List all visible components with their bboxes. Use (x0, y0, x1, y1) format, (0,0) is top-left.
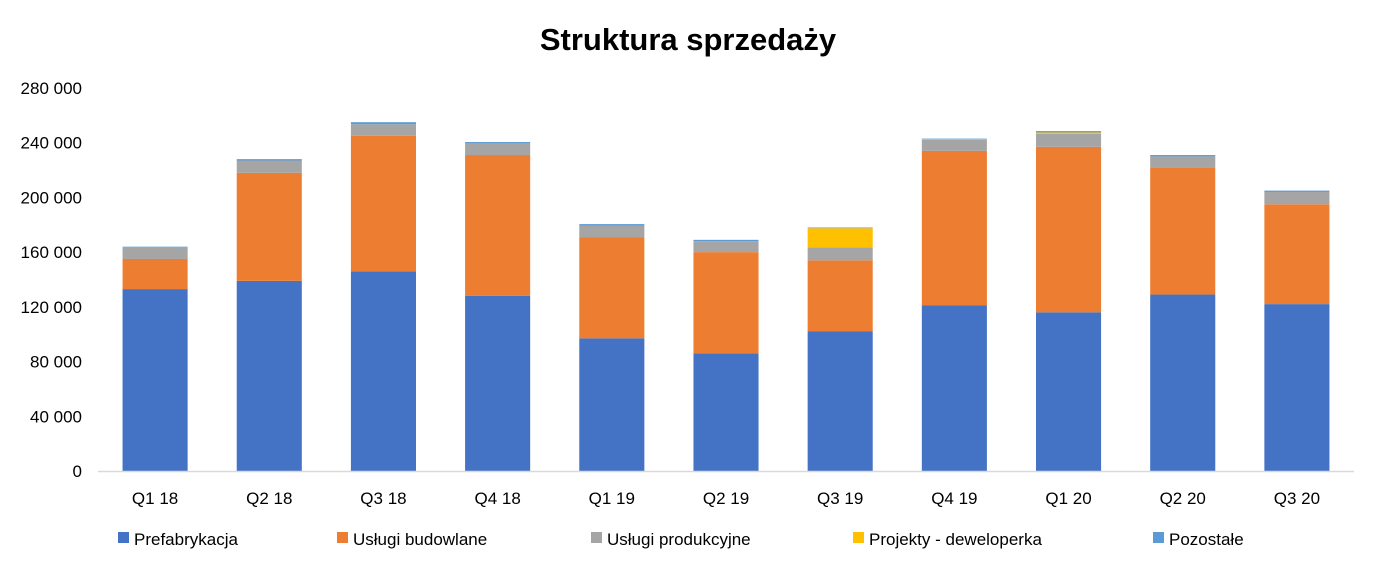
x-tick-label: Q2 18 (246, 489, 292, 508)
bar-segment (693, 241, 759, 253)
y-tick-label: 40 000 (30, 407, 82, 426)
y-tick-label: 240 000 (21, 134, 82, 153)
bar-segment (807, 228, 873, 248)
x-axis-ticks: Q1 18 Q2 18 Q3 18 Q4 18 Q1 19 Q2 19 Q3 19 Q4 19… (132, 489, 1320, 508)
bar-segment (1036, 132, 1102, 134)
legend-label: Usługi budowlane (353, 530, 487, 549)
bar-segment (122, 246, 188, 248)
bar-segment (1150, 156, 1216, 168)
y-tick-label: 0 (73, 462, 82, 481)
bar-segment (465, 143, 531, 156)
chart-title: Struktura sprzedaży (540, 22, 837, 57)
y-tick-label: 80 000 (30, 353, 82, 372)
bar-segment (579, 237, 645, 339)
bar-segment (1264, 190, 1330, 192)
y-tick-label: 200 000 (21, 188, 82, 207)
x-tick-label: Q3 20 (1274, 489, 1320, 508)
bar-segment (122, 289, 188, 471)
x-tick-label: Q1 18 (132, 489, 178, 508)
bar-segment (1150, 294, 1216, 471)
bar-segment (350, 135, 416, 272)
bar-segment (921, 139, 987, 140)
bar-segment (579, 338, 645, 471)
x-tick-label: Q1 19 (589, 489, 635, 508)
bar-segment (921, 139, 987, 151)
bar-segment (1264, 191, 1330, 205)
bar-segment (350, 271, 416, 471)
legend: Prefabrykacja Usługi budowlane Usługi prod… (118, 530, 1244, 549)
bar-segment (807, 260, 873, 332)
x-tick-label: Q3 19 (817, 489, 863, 508)
bar-segment (1150, 167, 1216, 295)
bar-segment (579, 224, 645, 226)
bar-segment (236, 160, 302, 173)
legend-label: Prefabrykacja (134, 530, 238, 549)
bar-segment (350, 122, 416, 125)
bar-segment (807, 331, 873, 471)
bar-segment (1264, 304, 1330, 471)
bar-segment (693, 353, 759, 471)
bar-segment (921, 305, 987, 471)
y-axis-ticks: 0 40 000 80 000 120 000 160 000 200 000 240 00… (21, 79, 82, 481)
legend-swatch (1153, 532, 1164, 543)
legend-label: Usługi produkcyjne (607, 530, 751, 549)
y-tick-label: 120 000 (21, 298, 82, 317)
legend-label: Projekty - deweloperka (869, 530, 1042, 549)
legend-swatch (118, 532, 129, 543)
bar-segment (236, 172, 302, 281)
bar-segment (1264, 204, 1330, 305)
bar-segment (236, 159, 302, 161)
bar-segment (1036, 131, 1102, 133)
legend-swatch (853, 532, 864, 543)
x-tick-label: Q2 20 (1160, 489, 1206, 508)
bar-segment (693, 252, 759, 354)
bar-segment (579, 225, 645, 238)
bar-segment (921, 150, 987, 306)
bar-segment (236, 280, 302, 471)
bar-segment (921, 138, 987, 140)
x-tick-label: Q4 19 (931, 489, 977, 508)
x-tick-label: Q2 19 (703, 489, 749, 508)
bar-segment (122, 247, 188, 259)
bar-segment (1150, 155, 1216, 157)
bar-segment (350, 124, 416, 136)
bars-group (122, 122, 1330, 471)
bar-segment (465, 155, 531, 296)
bar-segment (693, 239, 759, 242)
legend-swatch (337, 532, 348, 543)
bar-segment (122, 258, 188, 290)
x-tick-label: Q4 18 (474, 489, 520, 508)
legend-swatch (591, 532, 602, 543)
y-tick-label: 280 000 (21, 79, 82, 98)
y-tick-label: 160 000 (21, 243, 82, 262)
x-tick-label: Q3 18 (360, 489, 406, 508)
bar-segment (1036, 133, 1102, 147)
bar-segment (1036, 312, 1102, 471)
bar-segment (465, 295, 531, 471)
bar-segment (465, 142, 531, 144)
bar-segment (807, 247, 873, 261)
legend-label: Pozostałe (1169, 530, 1244, 549)
bar-segment (1036, 146, 1102, 313)
bar-segment (807, 227, 873, 229)
x-tick-label: Q1 20 (1045, 489, 1091, 508)
